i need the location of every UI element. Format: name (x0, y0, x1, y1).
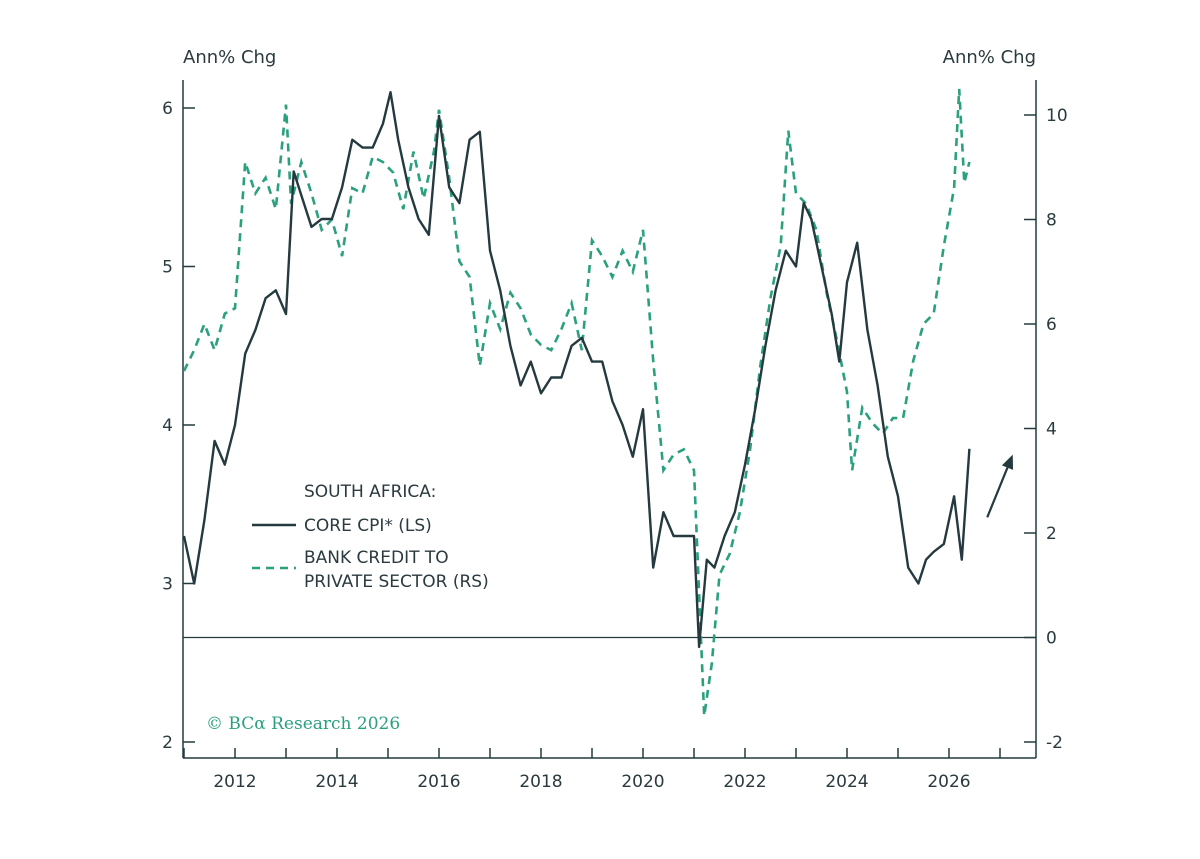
x-tick-label: 2016 (417, 772, 460, 792)
x-tick-label: 2022 (723, 772, 766, 792)
left-tick-label: 3 (162, 575, 173, 595)
x-tick-label: 2020 (621, 772, 664, 792)
left-axis-label: Ann% Chg (183, 47, 276, 68)
x-tick-label: 2018 (519, 772, 562, 792)
source-credit: © BCα Research 2026 (206, 714, 400, 734)
right-tick-label: -2 (1046, 733, 1063, 753)
x-tick-label: 2012 (213, 772, 256, 792)
legend: SOUTH AFRICA: CORE CPI* (LS) BANK CREDIT… (252, 482, 489, 592)
left-tick-label: 2 (162, 733, 173, 753)
legend-heading: SOUTH AFRICA: (304, 482, 436, 502)
core-cpi-line (182, 91, 971, 649)
left-tick-label: 5 (162, 258, 173, 278)
right-tick-label: 8 (1046, 211, 1057, 231)
right-tick-label: 0 (1046, 629, 1057, 649)
x-tick-label: 2024 (825, 772, 868, 792)
right-tick-label: 6 (1046, 315, 1057, 335)
right-tick-label: 4 (1046, 420, 1057, 440)
x-tick-label: 2014 (315, 772, 358, 792)
left-tick-group: 2 3 4 5 6 (162, 99, 195, 753)
x-tick-group: 2012 2014 2016 2018 2020 2022 2024 2026 (183, 748, 1001, 792)
legend-label-bank-credit-1: BANK CREDIT TO (304, 548, 449, 568)
right-tick-label: 2 (1046, 524, 1057, 544)
x-tick-label: 2026 (927, 772, 970, 792)
right-tick-group: -2 0 2 4 6 8 10 (1024, 106, 1068, 753)
upward-trend-arrow-icon (986, 454, 1014, 518)
right-axis-label: Ann% Chg (943, 47, 1036, 68)
legend-label-core-cpi: CORE CPI* (LS) (304, 516, 432, 536)
right-tick-label: 10 (1046, 106, 1068, 126)
left-tick-label: 6 (162, 99, 173, 119)
bank-credit-line (182, 88, 971, 717)
legend-label-bank-credit-2: PRIVATE SECTOR (RS) (304, 572, 489, 592)
left-tick-label: 4 (162, 416, 173, 436)
